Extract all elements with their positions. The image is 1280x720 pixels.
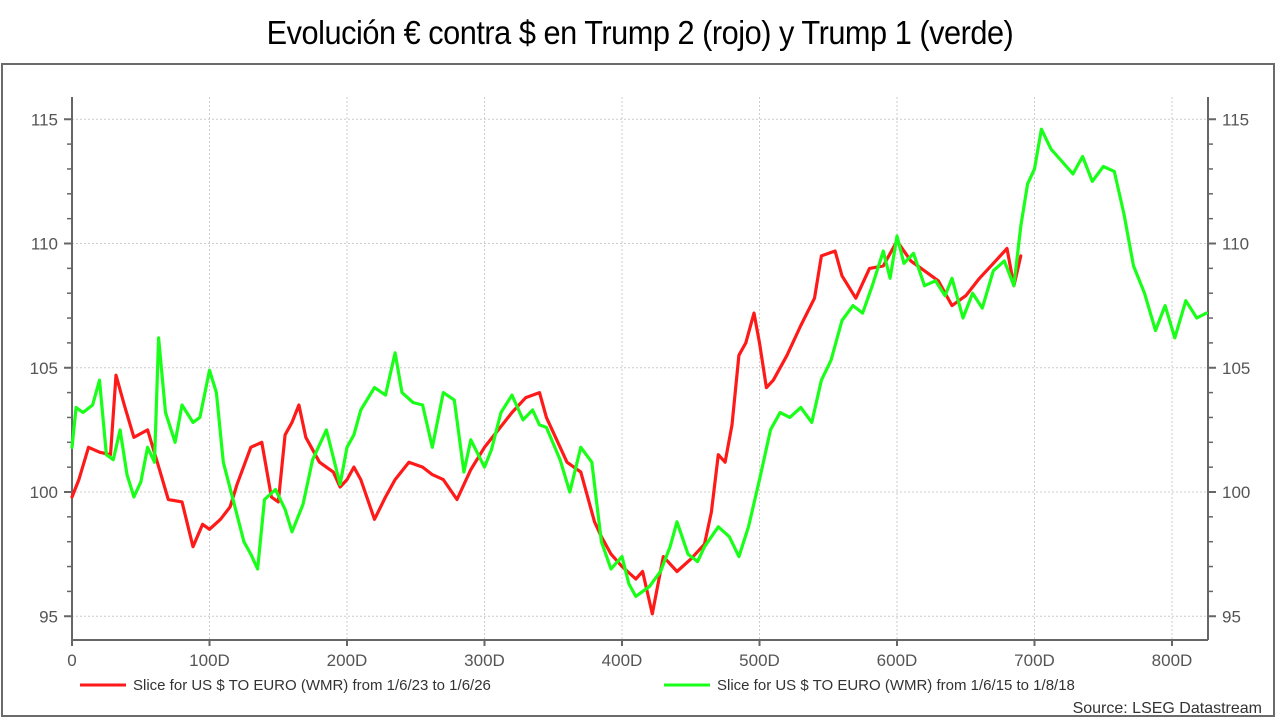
legend-red-label: Slice for US $ TO EURO (WMR) from 1/6/23… <box>133 677 491 694</box>
y-tick-label-right: 105 <box>1222 359 1250 378</box>
x-tick-label: 600D <box>877 651 918 670</box>
y-tick-label-left: 105 <box>30 359 58 378</box>
axes: 0 100D 200D 300D 400D 500D 600D 700D 800D 95 95 100… <box>30 97 1250 670</box>
y-tick-label-left: 95 <box>39 607 58 626</box>
y-tick-label-right: 100 <box>1222 483 1250 502</box>
series-line-green <box>70 127 1209 599</box>
y-tick-label-left: 100 <box>30 483 58 502</box>
y-tick-label-right: 110 <box>1222 235 1249 254</box>
x-tick-label: 700D <box>1014 651 1055 670</box>
x-tick-label: 400D <box>602 651 643 670</box>
series-lines <box>70 127 1209 616</box>
grid-lines <box>72 97 1208 640</box>
x-tick-label: 500D <box>739 651 780 670</box>
legend-green-label: Slice for US $ TO EURO (WMR) from 1/6/15… <box>717 677 1075 694</box>
x-tick-label: 200D <box>327 651 368 670</box>
x-tick-label: 100D <box>189 651 230 670</box>
y-tick-label-left: 110 <box>31 235 58 254</box>
y-tick-label-right: 115 <box>1222 110 1249 129</box>
x-tick-label: 300D <box>464 651 505 670</box>
y-tick-label-right: 95 <box>1222 607 1241 626</box>
x-tick-label: 800D <box>1152 651 1193 670</box>
y-tick-label-left: 115 <box>31 110 58 129</box>
series-line-red <box>70 239 1023 616</box>
chart-title: Evolución € contra $ en Trump 2 (rojo) y… <box>266 14 1014 51</box>
source-label: Source: LSEG Datastream <box>1073 700 1262 717</box>
legend: Slice for US $ TO EURO (WMR) from 1/6/23… <box>80 677 1075 694</box>
chart-frame <box>1 63 1275 717</box>
x-tick-label: 0 <box>67 651 76 670</box>
